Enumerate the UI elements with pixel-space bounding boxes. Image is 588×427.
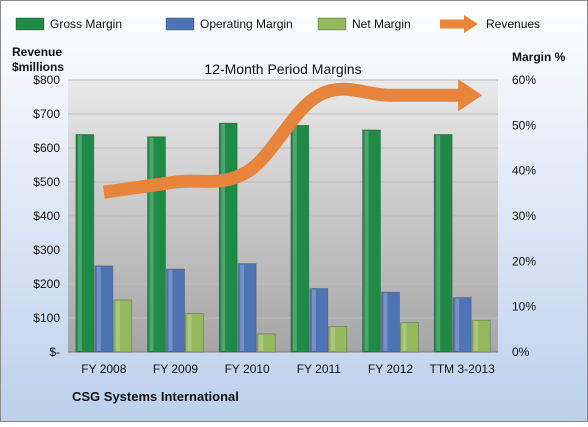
left-tick-label: $800 [33,73,60,87]
left-axis-ticks: $- $100 $200 $300 $400 $500 $600 $700 $800 [33,73,60,359]
right-tick-label: 50% [512,118,536,132]
x-tick-label: FY 2009 [153,362,198,376]
left-tick-label: $600 [33,141,60,155]
legend-swatch-gross-margin [16,18,44,30]
bar-highlight [259,335,263,351]
bar-highlight [455,299,459,351]
right-tick-label: 20% [512,254,536,268]
legend-swatch-operating-margin [166,18,194,30]
left-tick-label: $100 [33,311,60,325]
bar-highlight [384,293,388,351]
bar-highlight [293,126,297,351]
legend-label: Revenues [486,17,540,31]
bar-highlight [97,267,101,351]
left-tick-label: $700 [33,107,60,121]
bar-highlight [240,265,244,351]
right-tick-label: 60% [512,73,536,87]
bar-highlight [221,124,225,351]
bar-highlight [150,138,154,351]
left-axis-label-line1: Revenue [12,45,62,59]
left-tick-label: $- [49,345,60,359]
bar-highlight [116,301,120,351]
x-tick-label: FY 2008 [81,362,126,376]
bar-highlight [78,135,82,351]
legend-swatch-net-margin [318,18,346,30]
bar-highlight [188,314,192,351]
bar-highlight [403,324,407,351]
company-name: CSG Systems International [72,389,239,404]
left-tick-label: $400 [33,209,60,223]
x-tick-label: FY 2012 [368,362,413,376]
legend-label: Gross Margin [50,17,122,31]
x-tick-label: FY 2011 [297,362,342,376]
right-tick-label: 40% [512,164,536,178]
bar-highlight [331,328,335,351]
left-tick-label: $500 [33,175,60,189]
chart-title: 12-Month Period Margins [204,61,361,77]
legend-label: Operating Margin [200,17,293,31]
bar-highlight [365,131,369,351]
left-tick-label: $200 [33,277,60,291]
left-axis-label-line2: $millions [12,60,64,74]
right-axis-label: Margin % [512,50,566,64]
x-tick-label: TTM 3-2013 [429,362,495,376]
x-tick-label: FY 2010 [225,362,270,376]
right-tick-label: 0% [512,345,530,359]
legend-label: Net Margin [352,17,411,31]
bar-highlight [474,321,478,351]
right-tick-label: 30% [512,209,536,223]
bar-highlight [169,270,173,351]
bar-highlight [312,290,316,351]
left-tick-label: $300 [33,243,60,257]
bar-highlight [436,135,440,351]
right-tick-label: 10% [512,300,536,314]
